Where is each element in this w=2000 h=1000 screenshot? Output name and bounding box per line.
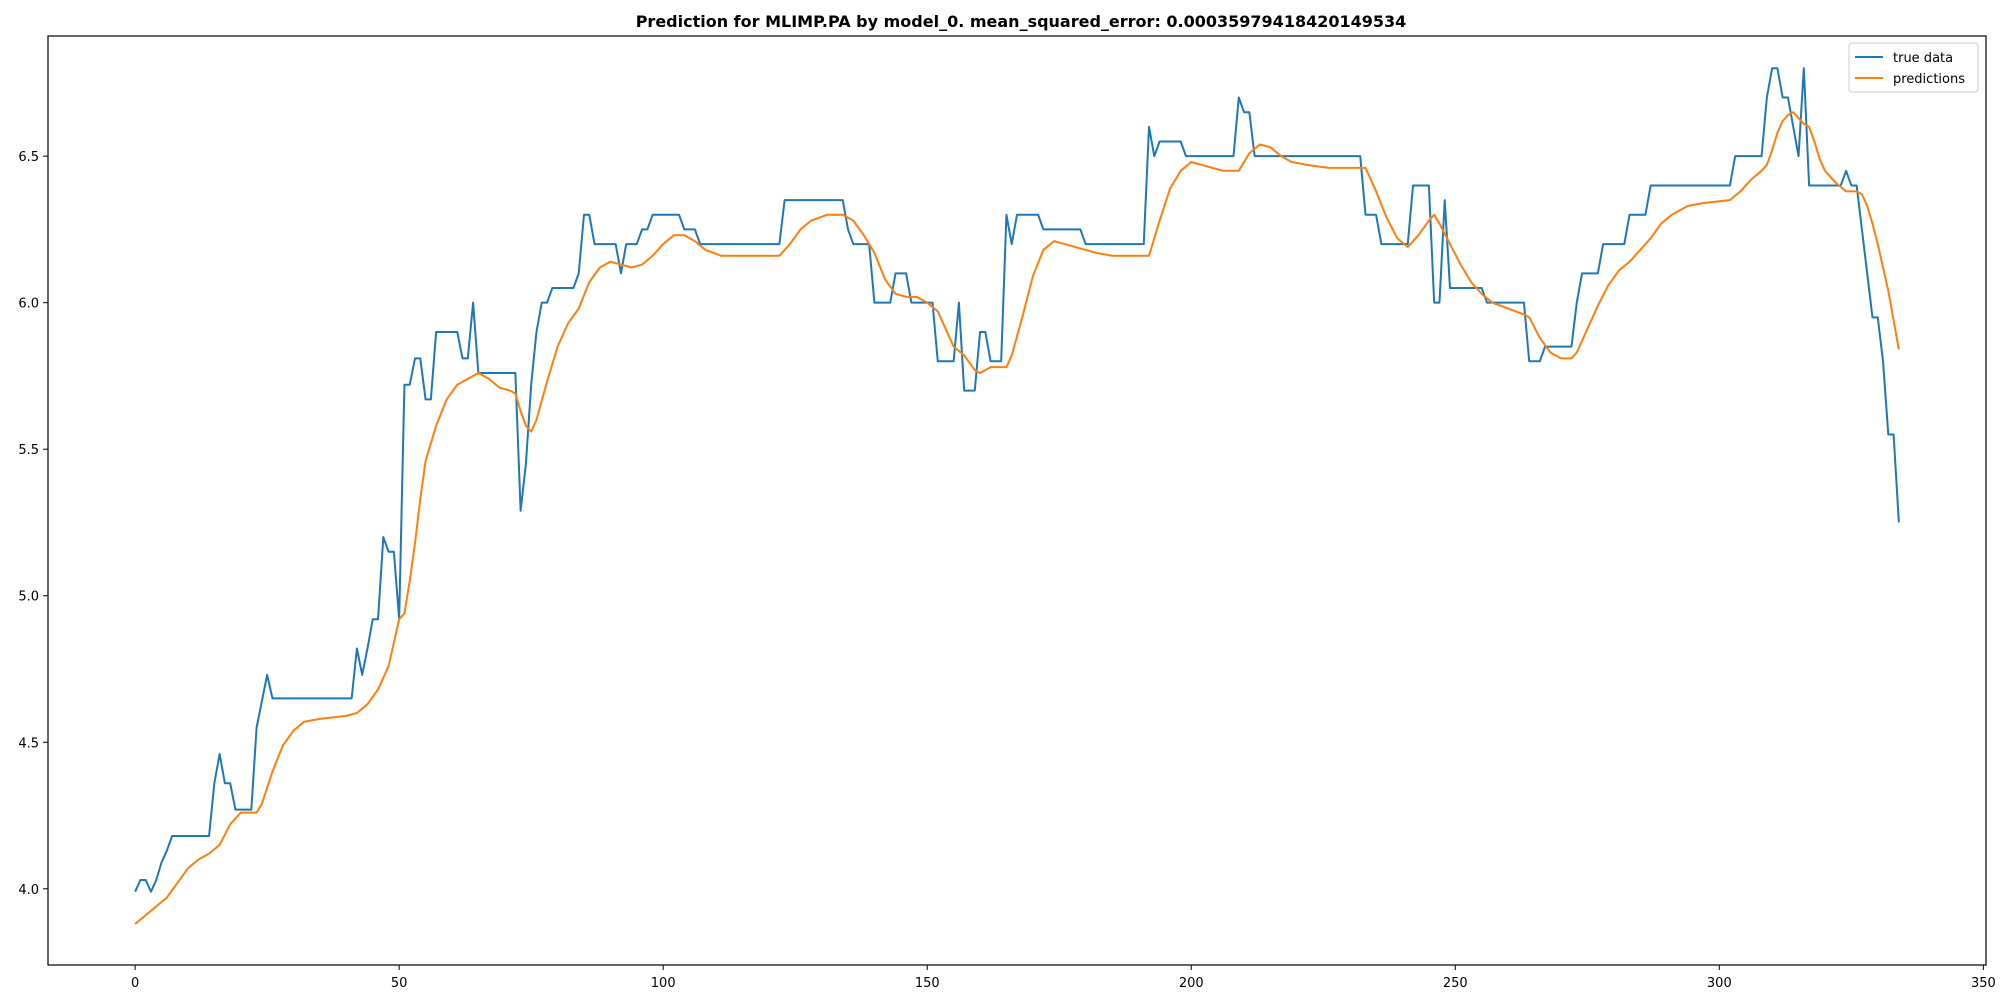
y-tick-label: 5.5 bbox=[18, 443, 39, 458]
legend-label: predictions bbox=[1893, 72, 1965, 87]
y-axis: 4.0 4.5 5.0 5.5 6.0 6.5 bbox=[18, 150, 48, 898]
legend-label: true data bbox=[1893, 51, 1953, 66]
series-line-1 bbox=[134, 111, 1900, 925]
plot-area bbox=[134, 67, 1900, 925]
x-tick-label: 50 bbox=[391, 976, 408, 991]
x-tick-label: 200 bbox=[1179, 976, 1204, 991]
x-tick-label: 250 bbox=[1443, 976, 1468, 991]
y-tick-label: 4.0 bbox=[18, 883, 39, 898]
x-tick-label: 350 bbox=[1971, 976, 1996, 991]
y-tick-label: 6.0 bbox=[18, 297, 39, 312]
legend: true data predictions bbox=[1848, 42, 1979, 93]
x-tick-label: 150 bbox=[915, 976, 940, 991]
legend-box bbox=[1848, 42, 1979, 93]
x-tick-label: 0 bbox=[131, 976, 139, 991]
series-line-0 bbox=[134, 67, 1900, 893]
chart-title: Prediction for MLIMP.PA by model_0. mean… bbox=[636, 12, 1407, 31]
y-tick-label: 6.5 bbox=[18, 150, 39, 165]
x-tick-label: 300 bbox=[1707, 976, 1732, 991]
x-axis: 0 50 100 150 200 250 300 350 bbox=[131, 965, 1996, 991]
x-tick-label: 100 bbox=[651, 976, 676, 991]
plot-frame bbox=[47, 35, 1987, 966]
y-tick-label: 5.0 bbox=[18, 590, 39, 605]
y-tick-label: 4.5 bbox=[18, 736, 39, 751]
